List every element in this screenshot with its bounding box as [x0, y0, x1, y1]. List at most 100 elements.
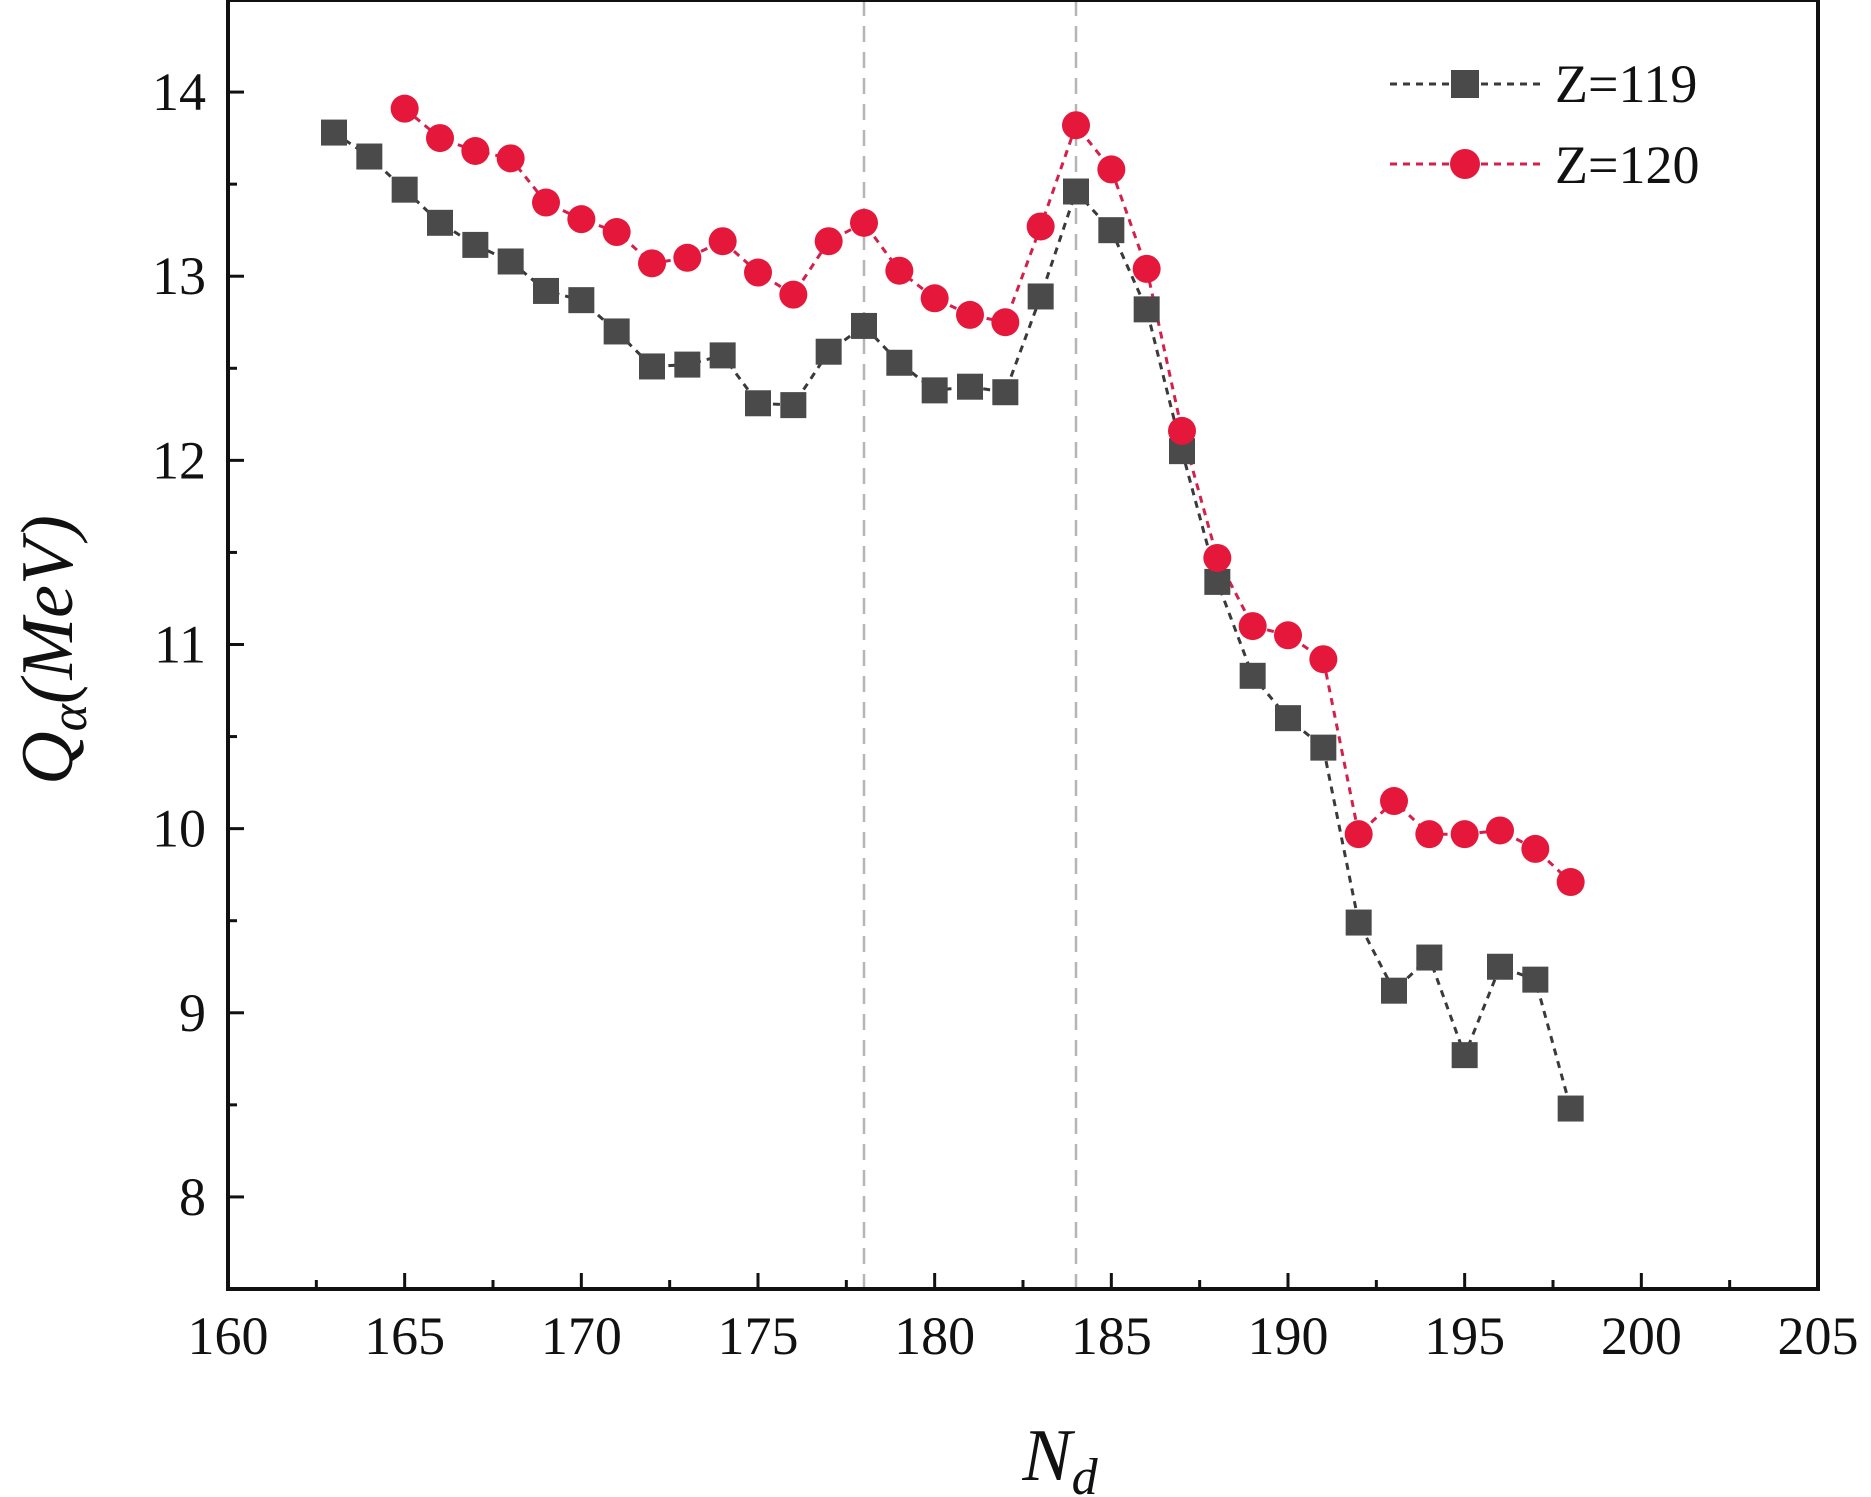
y-tick-label: 11	[154, 615, 206, 675]
y-tick-label: 12	[152, 430, 206, 490]
y-axis-title-unit: (MeV)	[7, 515, 89, 704]
data-point-z119	[780, 392, 807, 419]
data-point-z120	[602, 218, 631, 247]
data-point-z119	[1239, 662, 1266, 689]
data-point-z120	[1521, 834, 1550, 863]
data-point-z119	[1557, 1095, 1584, 1122]
y-axis-title: Qα(MeV)	[7, 515, 98, 785]
x-tick-label: 190	[1248, 1306, 1329, 1366]
data-point-z120	[1097, 155, 1126, 184]
data-point-z120	[744, 258, 772, 287]
data-point-z120	[779, 280, 808, 309]
y-tick-label: 14	[152, 62, 206, 122]
data-point-z119	[533, 277, 559, 304]
data-point-z120	[638, 249, 666, 278]
data-point-z120	[390, 94, 419, 123]
data-point-z119	[1063, 178, 1089, 205]
data-point-z119	[745, 390, 771, 417]
data-point-z119	[497, 248, 524, 275]
data-point-z120	[496, 144, 525, 173]
data-point-z119	[1133, 296, 1160, 323]
y-tick-label: 13	[152, 246, 206, 306]
y-axis-title-sub: α	[41, 702, 98, 731]
data-point-z120	[1132, 254, 1161, 283]
data-point-z119	[1381, 977, 1407, 1004]
data-point-z119	[1275, 705, 1301, 732]
data-point-z120	[1415, 820, 1444, 849]
data-point-z120	[1062, 111, 1090, 140]
data-point-z119	[1310, 734, 1337, 761]
x-tick-label: 195	[1424, 1306, 1505, 1366]
data-point-z120	[1274, 621, 1302, 650]
legend-label-z120: Z=120	[1555, 135, 1699, 195]
data-point-z119	[815, 338, 842, 365]
x-axis-title-sub: d	[1072, 1449, 1099, 1497]
y-tick-label: 8	[179, 1167, 206, 1227]
data-point-z119	[1027, 283, 1054, 310]
series-points	[321, 94, 1585, 1122]
x-tick-label: 170	[541, 1306, 622, 1366]
data-point-z120	[850, 208, 878, 237]
data-point-z119	[992, 379, 1019, 406]
legend-marker-square	[1451, 70, 1479, 98]
data-point-z120	[567, 205, 596, 234]
data-point-z119	[427, 209, 453, 236]
legend-marker-circle	[1450, 149, 1480, 179]
data-point-z120	[1344, 820, 1373, 849]
x-axis-title: Nd	[1021, 1415, 1098, 1497]
data-point-z120	[1168, 416, 1196, 445]
minor-ticks	[228, 0, 1732, 1291]
series-line-z120	[403, 107, 1572, 884]
data-point-z120	[814, 227, 843, 256]
x-tick-label: 165	[364, 1306, 445, 1366]
data-point-z119	[1451, 1042, 1478, 1069]
x-tick-label: 180	[894, 1306, 975, 1366]
data-point-z119	[356, 143, 383, 170]
data-point-z119	[886, 349, 913, 376]
data-point-z120	[532, 188, 560, 217]
data-point-z120	[1486, 816, 1514, 845]
data-point-z120	[1309, 645, 1338, 674]
data-point-z119	[603, 318, 630, 345]
y-tick-label: 10	[152, 799, 206, 859]
data-point-z119	[1345, 909, 1372, 936]
data-point-z120	[991, 308, 1020, 337]
data-point-z120	[885, 256, 914, 285]
data-point-z119	[1487, 953, 1513, 980]
data-point-z119	[957, 373, 983, 400]
series-lines	[333, 107, 1573, 1109]
data-point-z120	[1380, 787, 1408, 816]
data-point-z120	[1450, 820, 1479, 849]
data-point-z119	[321, 119, 347, 146]
data-point-z120	[708, 227, 737, 256]
legend-item-z120: Z=120	[1390, 135, 1699, 195]
x-tick-label: 160	[188, 1306, 269, 1366]
data-point-z120	[956, 300, 984, 329]
plot-frame	[226, 0, 1820, 1291]
reference-lines	[862, 0, 1078, 1289]
data-point-z120	[426, 124, 454, 153]
data-point-z119	[1098, 217, 1125, 244]
data-point-z120	[461, 136, 490, 165]
data-point-z119	[1416, 944, 1443, 971]
data-point-z119	[462, 231, 489, 258]
data-point-z120	[1026, 212, 1055, 241]
data-point-z119	[921, 377, 948, 404]
legend: Z=119 Z=120	[1390, 54, 1699, 195]
data-point-z119	[709, 342, 736, 369]
data-point-z119	[391, 176, 418, 203]
tick-labels: 160 165 170 175 180 185 190 195 200 205 8 9 10 11 12 13…	[152, 62, 1859, 1366]
y-axis-title-main: Q	[7, 731, 89, 784]
data-point-z119	[639, 353, 665, 380]
x-axis-title-main: N	[1021, 1415, 1075, 1497]
data-point-z119	[851, 312, 877, 339]
y-tick-label: 9	[179, 983, 206, 1043]
x-tick-label: 175	[718, 1306, 799, 1366]
data-point-z120	[1203, 543, 1232, 572]
data-point-z120	[920, 284, 949, 313]
legend-item-z119: Z=119	[1390, 54, 1697, 114]
data-point-z119	[1522, 966, 1549, 993]
data-point-z120	[1238, 612, 1267, 641]
data-point-z119	[568, 287, 595, 314]
